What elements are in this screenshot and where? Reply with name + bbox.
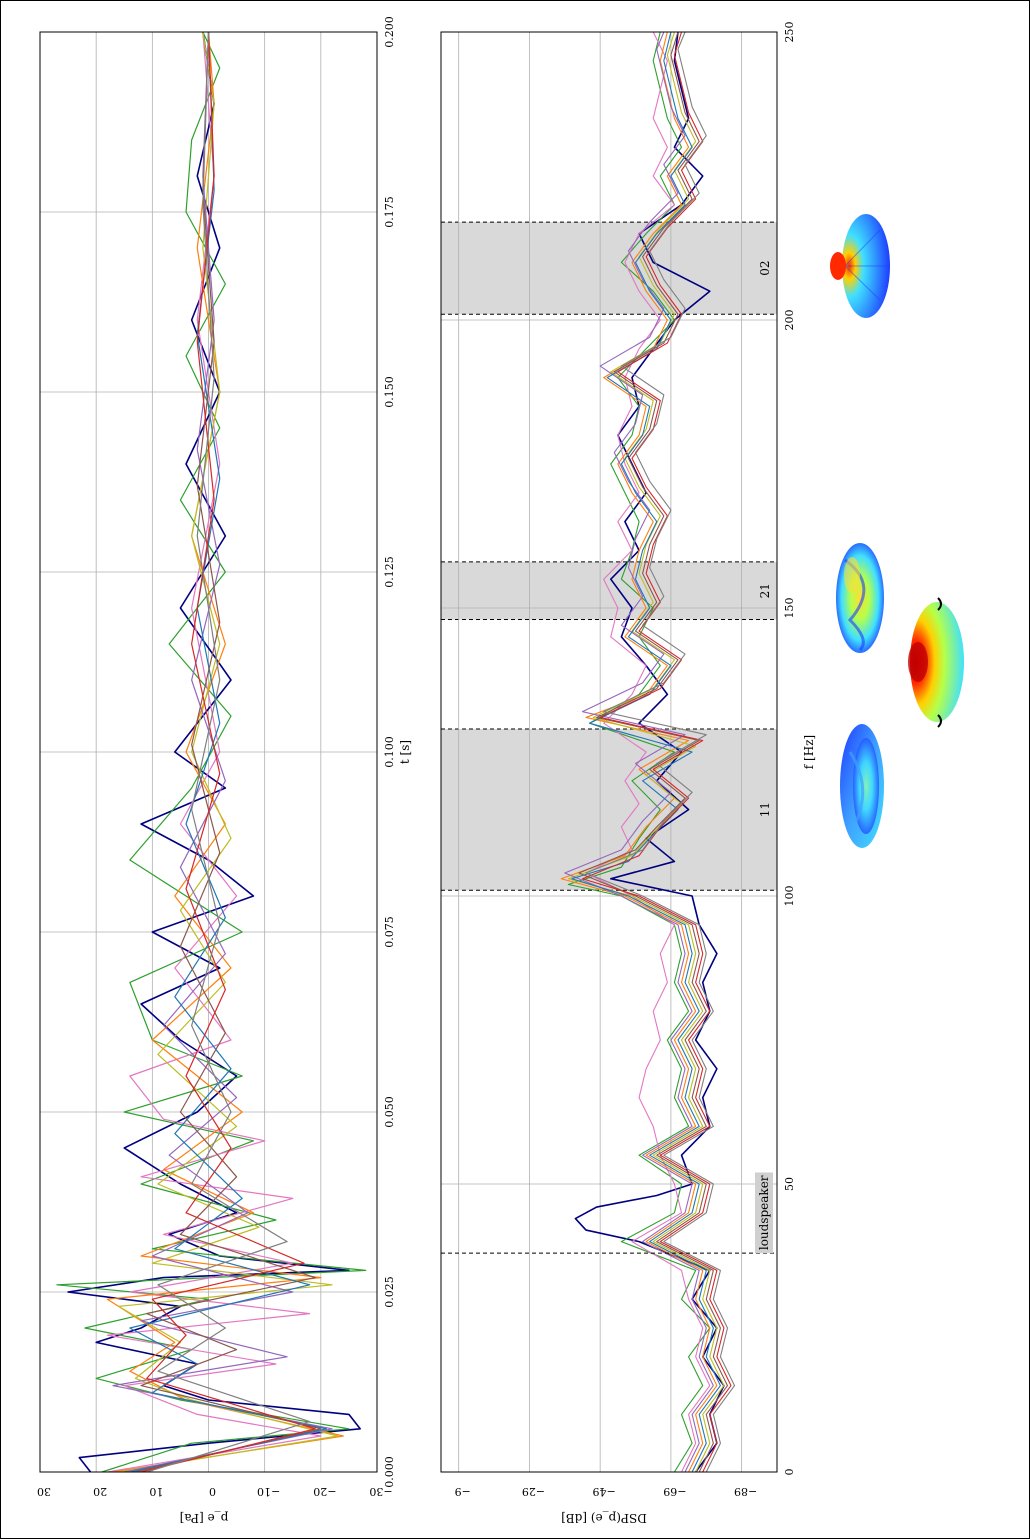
spectrum-y-tick-label: −9 — [455, 1485, 471, 1498]
loudspeaker-label-box — [755, 1172, 773, 1254]
time-y-tick-label: 0 — [209, 1485, 216, 1498]
spectrum-x-tick-label: 50 — [783, 1177, 796, 1191]
bracket-bottom-icon — [937, 714, 942, 728]
mode-band — [441, 222, 777, 315]
time-y-tick-label: −10 — [257, 1485, 280, 1498]
time-x-tick-label: 0.100 — [383, 736, 396, 768]
time-x-tick-label: 0.200 — [383, 16, 396, 48]
spectrum-series-line — [574, 31, 725, 1473]
mode-band — [441, 728, 777, 891]
spectrum-plot-frame — [440, 31, 778, 1473]
mode-11-shape — [840, 724, 884, 848]
mode-01-shape — [908, 597, 964, 728]
mode-band-label: 21 — [758, 583, 772, 598]
time-y-tick-label: −20 — [313, 1485, 336, 1498]
time-x-tick-label: 0.125 — [383, 556, 396, 588]
spectrum-y-tick-label: −69 — [663, 1485, 686, 1498]
time-x-tick-label: 0.000 — [383, 1456, 396, 1488]
loudspeaker-label: loudspeaker — [757, 1175, 771, 1250]
bracket-top-icon — [937, 597, 942, 611]
loudspeaker-annotation: loudspeaker — [441, 1172, 777, 1254]
spectrum-xlabel: f [Hz] — [802, 735, 816, 769]
spectrum-series-line — [560, 31, 718, 1473]
spectrum-y-tick-label: −29 — [522, 1485, 545, 1498]
spectrum-y-tick-label: −89 — [734, 1485, 757, 1498]
time-plot-frame — [39, 31, 378, 1473]
time-y-tick-label: 30 — [37, 1485, 51, 1498]
time-series-line — [140, 31, 316, 1473]
time-series-lines — [56, 31, 367, 1473]
time-series-line — [118, 31, 339, 1473]
spectrum-ticks: 0 50 100 150 200 250 −9 −29 −49 −69 −89 — [455, 22, 796, 1499]
time-signal-panel: 0.000 0.025 0.050 0.075 0.100 0.125 0.150 0.175… — [37, 16, 412, 1525]
spectrum-ylabel: DSP(p_e) [dB] — [561, 1511, 647, 1525]
time-x-tick-label: 0.150 — [383, 376, 396, 408]
spectrum-series-lines — [560, 31, 736, 1473]
spectrum-series-line — [585, 31, 736, 1473]
spectrum-x-tick-label: 250 — [783, 22, 796, 43]
spectrum-y-tick-label: −49 — [593, 1485, 616, 1498]
time-x-tick-label: 0.175 — [383, 196, 396, 228]
mode-02-shape — [830, 214, 890, 318]
time-series-line — [135, 31, 322, 1473]
time-series-line — [112, 31, 333, 1473]
time-ticks: 0.000 0.025 0.050 0.075 0.100 0.125 0.150 0.175… — [37, 16, 396, 1498]
spectrum-x-tick-label: 150 — [783, 598, 796, 619]
spectrum-series-line — [564, 31, 714, 1473]
time-x-tick-label: 0.050 — [383, 1096, 396, 1128]
time-y-tick-label: 10 — [149, 1485, 163, 1498]
spectrum-x-tick-label: 100 — [783, 886, 796, 907]
mode-band-label: 11 — [758, 802, 772, 817]
spectrum-series-line — [571, 31, 721, 1473]
spectrum-x-tick-label: 0 — [783, 1469, 796, 1476]
time-xlabel: t [s] — [398, 740, 412, 764]
spectrum-series-line — [567, 31, 711, 1473]
time-x-tick-label: 0.075 — [383, 916, 396, 948]
spectrum-series-line — [567, 31, 725, 1473]
time-x-tick-label: 0.025 — [383, 1276, 396, 1308]
spectrum-series-line — [578, 31, 729, 1473]
time-series-line — [106, 31, 322, 1473]
time-series-line — [146, 31, 311, 1473]
spectrum-series-line — [585, 31, 711, 1473]
spectrum-x-tick-label: 200 — [783, 310, 796, 331]
mode-band-label: 02 — [758, 261, 772, 276]
spectrum-series-line — [581, 31, 732, 1473]
time-y-tick-label: −30 — [369, 1485, 392, 1498]
time-y-tick-label: 20 — [93, 1485, 107, 1498]
time-ylabel: p_e [Pa] — [180, 1511, 229, 1525]
spectrum-panel: 11 21 02 0 50 100 150 200 250 −9 −29 −49 −69 −89 lou… — [440, 22, 816, 1525]
spectrum-mode-bands: 11 21 02 — [441, 221, 777, 891]
mode-21-shape — [836, 543, 884, 653]
spectrum-grid — [441, 31, 777, 1473]
